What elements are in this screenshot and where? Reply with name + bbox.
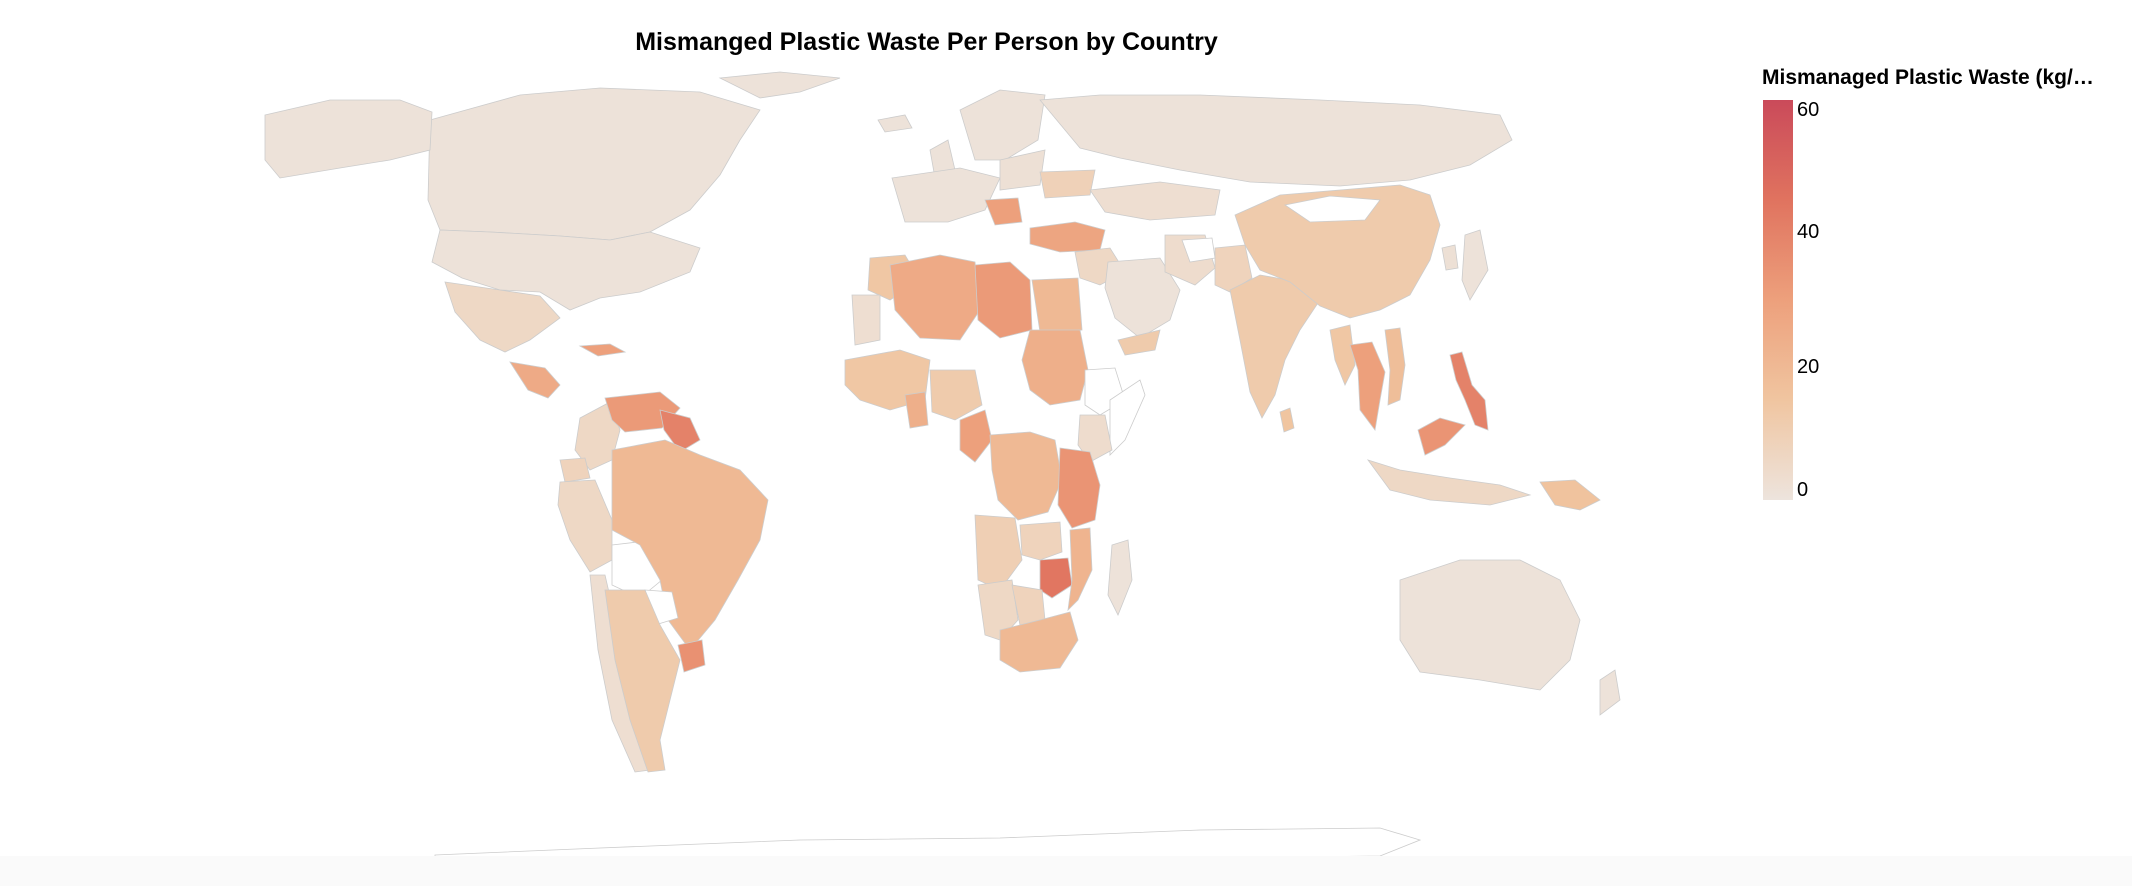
region-nigeria xyxy=(929,369,983,421)
region-guyana xyxy=(659,409,701,453)
region-argentina xyxy=(604,589,681,773)
region-angola xyxy=(974,514,1023,591)
region-philippines xyxy=(1449,351,1489,431)
region-south-africa xyxy=(999,611,1079,673)
region-balkans xyxy=(984,197,1023,226)
region-japan xyxy=(1461,229,1489,301)
region-sudan xyxy=(1021,329,1089,406)
region-sri-lanka xyxy=(1279,407,1295,433)
region-indonesia xyxy=(1366,459,1532,506)
region-china xyxy=(1234,184,1441,319)
region-malaysia xyxy=(1417,417,1466,456)
region-myanmar xyxy=(1329,324,1356,386)
map-regions xyxy=(264,71,1621,861)
region-venezuela xyxy=(604,391,681,433)
region-saudi-arabia xyxy=(1104,257,1181,339)
region-india xyxy=(1229,274,1321,419)
region-scandinavia xyxy=(959,89,1046,161)
region-zambia xyxy=(1019,521,1063,561)
region-cameroon xyxy=(959,409,993,463)
region-united-states xyxy=(431,229,701,311)
bottom-strip xyxy=(0,856,2132,886)
region-mozambique xyxy=(1067,527,1093,612)
region-algeria xyxy=(889,254,981,341)
region-madagascar xyxy=(1107,539,1133,616)
region-tanzania xyxy=(1057,447,1101,529)
region-greenland xyxy=(718,71,841,99)
legend-tick-40: 40 xyxy=(1797,221,1820,243)
region-congo xyxy=(989,431,1063,521)
region-vietnam xyxy=(1384,327,1406,406)
region-cuba xyxy=(578,343,627,357)
legend-tick-20: 20 xyxy=(1797,356,1820,378)
region-alaska xyxy=(264,99,433,179)
region-central-america xyxy=(509,361,561,399)
region-mongolia xyxy=(1283,195,1381,223)
region-peru xyxy=(557,479,613,573)
legend-tick-60: 60 xyxy=(1797,99,1820,121)
region-russia xyxy=(1039,94,1513,187)
region-australia xyxy=(1399,559,1581,691)
chart-title: Mismanged Plastic Waste Per Person by Co… xyxy=(635,28,1218,56)
legend-tick-0: 0 xyxy=(1797,479,1809,501)
region-brazil xyxy=(611,439,769,651)
region-turkey xyxy=(1029,221,1106,253)
region-ghana xyxy=(904,391,929,429)
legend-color-ramp xyxy=(1763,100,1793,500)
legend-title: Mismanaged Plastic Waste (kg/… xyxy=(1762,66,2094,89)
region-papua-new-guinea xyxy=(1539,479,1601,511)
region-western-sahara xyxy=(851,294,881,346)
region-new-zealand xyxy=(1599,669,1621,716)
region-eastern-europe xyxy=(999,149,1046,191)
region-iceland xyxy=(877,114,913,133)
region-western-europe xyxy=(891,167,1001,223)
region-mexico xyxy=(444,281,561,353)
region-ukraine xyxy=(1039,169,1096,199)
region-canada xyxy=(427,87,761,241)
region-korea xyxy=(1441,244,1459,271)
region-yemen xyxy=(1117,329,1161,356)
region-thailand xyxy=(1349,341,1386,431)
region-kenya xyxy=(1077,414,1113,463)
region-egypt xyxy=(1031,277,1083,333)
region-ecuador xyxy=(559,457,591,483)
region-libya xyxy=(974,261,1033,339)
region-uruguay xyxy=(677,639,706,673)
region-kazakhstan xyxy=(1089,181,1221,221)
region-zimbabwe xyxy=(1039,557,1073,599)
